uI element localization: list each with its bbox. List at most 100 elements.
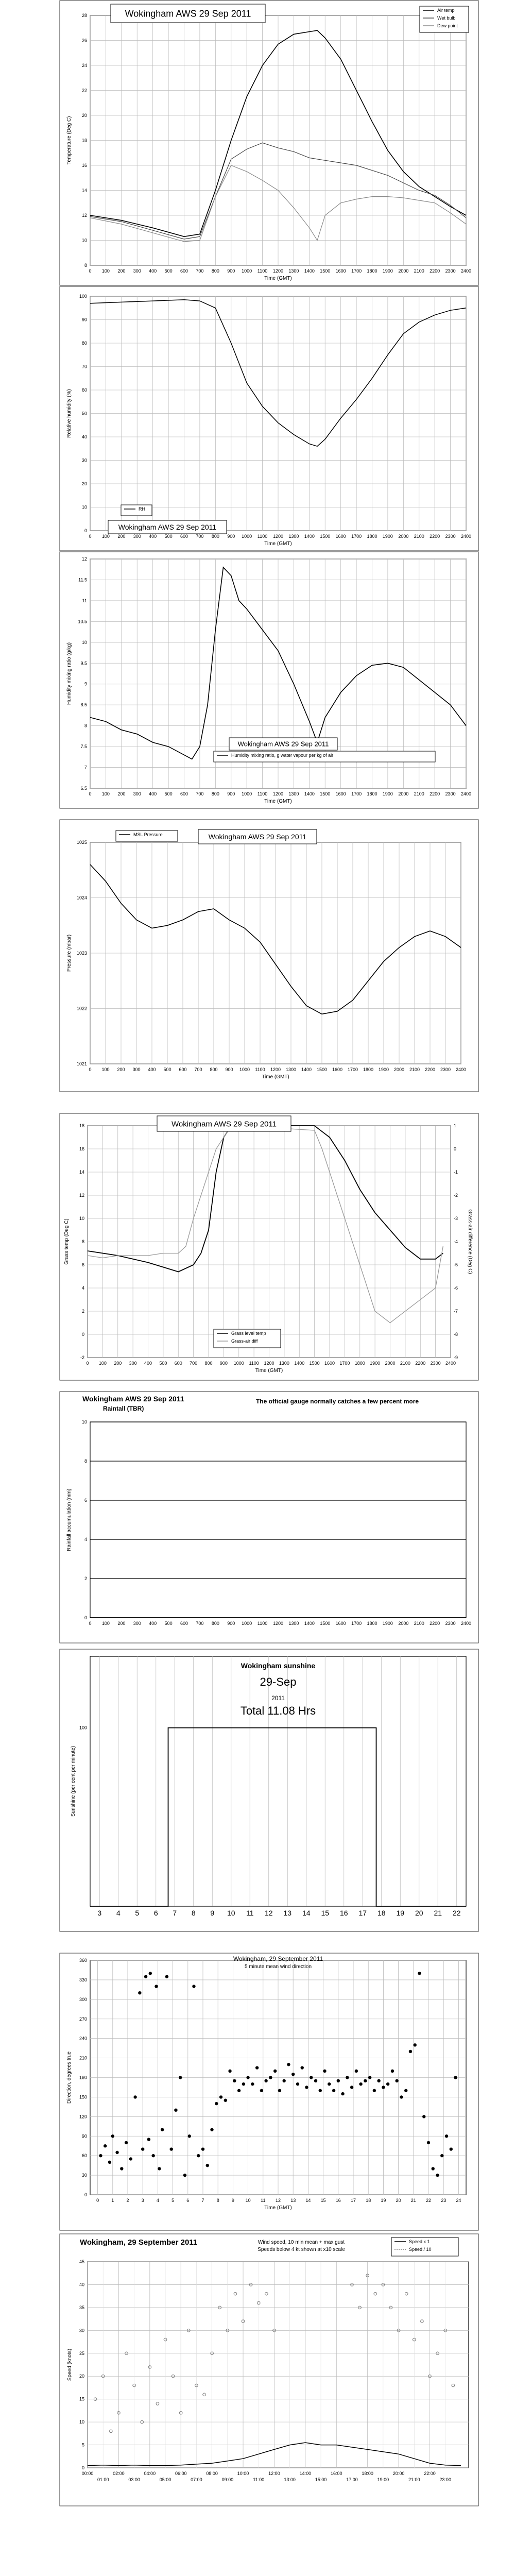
direction-point (386, 2082, 390, 2086)
y2-tick-label: -9 (454, 1355, 458, 1360)
direction-point (282, 2079, 286, 2083)
y-tick-label: 8 (82, 1239, 84, 1244)
x-tick-label: 900 (225, 1067, 233, 1072)
x-tick-label: 0 (89, 1621, 91, 1626)
direction-point (228, 2069, 232, 2073)
x-tick-label: 700 (190, 1361, 197, 1366)
y-tick-label: 80 (82, 341, 87, 346)
legend-label: Speed x 1 (409, 2239, 430, 2244)
x-tick-label: 900 (227, 1621, 235, 1626)
x-tick-label: 100 (102, 534, 110, 539)
x-tick-label: 03:00 (128, 2477, 140, 2482)
series-line-msl-pressure (90, 864, 461, 1015)
humidity-chart: 0 100 200 300 400 500 600 700 800 900 1000 1100 1200… (59, 286, 479, 551)
direction-point (400, 2095, 403, 2099)
direction-point (197, 2154, 200, 2158)
x-tick-label: 1900 (383, 268, 393, 274)
y-tick-label: 16 (79, 1146, 84, 1151)
y-tick-label: 20 (79, 2374, 84, 2379)
y-tick-label: 8 (84, 263, 87, 268)
x-tick-label: 2200 (415, 1361, 425, 1366)
gust-point (187, 2329, 191, 2332)
gust-point (241, 2319, 245, 2323)
x-tick-label: 12 (276, 2198, 281, 2203)
gust-point (202, 2393, 206, 2397)
x-tick-label: 2400 (461, 791, 471, 796)
y2-tick-label: -5 (454, 1262, 458, 1267)
sunshine-chart: 3 4 5 6 7 8 9 10 11 12 13 14 15 16 17 18 19 20 21 22 100 Suns… (59, 1649, 479, 1932)
y-axis-label: Rainfall accumulation (mm) (66, 1488, 72, 1551)
legend-label: Humidity mixing ratio, g water vapour pe… (231, 753, 333, 758)
y-tick-label: 14 (79, 1170, 84, 1175)
y-tick-label: 12 (82, 556, 87, 562)
direction-point (147, 2138, 151, 2141)
legend-box (121, 504, 152, 516)
x-tick-label: 2000 (398, 534, 408, 539)
legend-label: Air temp (437, 8, 455, 13)
direction-point (99, 2154, 102, 2158)
y2-tick-label: -2 (454, 1193, 458, 1198)
x-tick-label: 21:00 (408, 2477, 420, 2482)
direction-point (111, 2134, 114, 2138)
y-tick-label: 10 (82, 640, 87, 645)
y-tick-label: 90 (82, 2133, 87, 2139)
panel-frame (59, 819, 479, 1092)
x-tick-label: 16 (336, 2198, 341, 2203)
y-tick-label: 150 (79, 2094, 87, 2099)
x-tick-label: 1500 (320, 791, 330, 796)
direction-point (138, 1991, 142, 1995)
x-tick-label: 1000 (242, 1621, 252, 1626)
direction-point (431, 2167, 435, 2171)
y-tick-label: 35 (79, 2305, 84, 2310)
y2-tick-label: 0 (454, 1146, 456, 1151)
direction-point (382, 2086, 385, 2089)
y-tick-label: 6 (84, 1498, 87, 1503)
wind-direction-panel: 0 1 2 3 4 5 6 7 8 9 10 11 12 13 14 15 16 17 18 19 20 21 22 23 24… (59, 1953, 479, 2231)
direction-point (255, 2066, 259, 2070)
direction-point (210, 2128, 214, 2131)
x-tick-label: 16:00 (331, 2471, 342, 2476)
y-tick-label: 10 (82, 238, 87, 243)
x-tick-label: 2100 (414, 1621, 424, 1626)
x-tick-label: 22 (426, 2198, 431, 2203)
y-tick-label: 11 (82, 598, 87, 603)
x-tick-label: 300 (133, 791, 141, 796)
x-tick-label: 2100 (414, 268, 424, 274)
direction-point (440, 2154, 444, 2158)
y-tick-label: 270 (79, 2016, 87, 2022)
x-tick-label: 08:00 (206, 2471, 218, 2476)
y-tick-label: 6 (82, 1262, 84, 1267)
x-tick-label: 1300 (279, 1361, 289, 1366)
panel-frame (59, 2233, 479, 2506)
x-tick-label: 1700 (348, 1067, 358, 1072)
y-tick-label: 16 (82, 163, 87, 168)
direction-point (154, 1985, 158, 1988)
direction-point (237, 2089, 241, 2092)
x-tick-label: 1100 (258, 268, 267, 274)
y-tick-label: 28 (82, 13, 87, 18)
x-tick-label: 3 (97, 1909, 101, 1917)
x-tick-label: 8 (192, 1909, 196, 1917)
direction-point (148, 1972, 152, 1975)
x-tick-label: 1400 (304, 268, 315, 274)
x-tick-label: 6 (186, 2198, 189, 2203)
x-tick-label: 20 (396, 2198, 401, 2203)
wind-speed-panel: 0 5 10 15 20 25 30 35 40 45 00:00 02:00 04:00 06:00 08… (59, 2233, 479, 2506)
x-tick-label: 21 (434, 1909, 442, 1917)
x-tick-label: 14:00 (300, 2471, 312, 2476)
y-axis-label: Temperature (Deg C) (66, 116, 72, 165)
chart-title-box (198, 829, 317, 844)
x-tick-label: 200 (117, 268, 125, 274)
chart-subtitle: Wind speed, 10 min mean + max gust (258, 2240, 345, 2245)
x-tick-label: 10 (227, 1909, 235, 1917)
x-tick-label: 100 (101, 1067, 109, 1072)
sunshine-panel: 3 4 5 6 7 8 9 10 11 12 13 14 15 16 17 18 19 20 21 22 100 Suns… (59, 1649, 479, 1932)
direction-point (354, 2069, 358, 2073)
direction-point (115, 2150, 119, 2155)
direction-point (413, 2043, 417, 2047)
direction-point (219, 2095, 223, 2099)
y-tick-label: 0 (84, 1615, 87, 1620)
x-tick-label: 600 (180, 791, 188, 796)
gust-point (350, 2283, 354, 2286)
x-tick-label: 600 (180, 534, 188, 539)
